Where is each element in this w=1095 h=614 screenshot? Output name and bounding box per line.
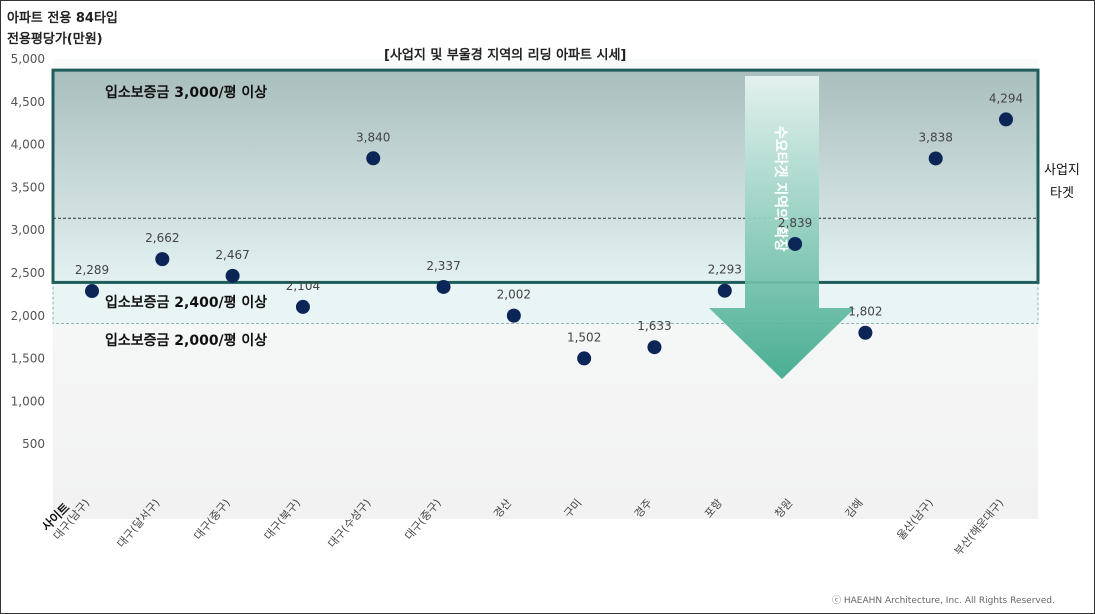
data-label: 1,502 bbox=[567, 330, 601, 344]
data-label: 2,839 bbox=[778, 216, 812, 230]
data-point bbox=[788, 236, 803, 251]
data-label: 2,337 bbox=[426, 259, 460, 273]
y-tick-label: 2,500 bbox=[11, 266, 45, 280]
data-point bbox=[999, 112, 1013, 127]
data-label: 1,633 bbox=[637, 319, 671, 333]
data-point bbox=[366, 151, 381, 166]
data-point bbox=[647, 340, 662, 355]
y-tick-label: 2,000 bbox=[11, 309, 45, 323]
data-point bbox=[717, 283, 732, 298]
data-point bbox=[928, 151, 943, 166]
data-point bbox=[858, 325, 873, 340]
data-point bbox=[295, 299, 310, 314]
copyright-notice: ⓒ HAEAHN Architecture, Inc. All Rights R… bbox=[832, 596, 1055, 606]
band-3000-label: 입소보증금 3,000/평 이상 bbox=[105, 84, 267, 101]
axis-gutter bbox=[1, 487, 53, 579]
y-tick-label: 3,000 bbox=[11, 223, 45, 237]
y-axis-title-line2: 전용평당가(만원) bbox=[7, 32, 103, 47]
y-axis-title-line1: 아파트 전용 84타입 bbox=[7, 11, 118, 26]
data-label: 2,002 bbox=[497, 288, 531, 302]
demand-expansion-arrow bbox=[709, 76, 855, 379]
y-tick-label: 500 bbox=[22, 437, 45, 451]
y-tick-label: 4,000 bbox=[11, 138, 45, 152]
data-label: 2,662 bbox=[145, 231, 179, 245]
data-label: 2,104 bbox=[286, 279, 320, 293]
data-point bbox=[577, 351, 592, 366]
y-tick-label: 5,000 bbox=[11, 52, 45, 66]
data-point bbox=[85, 284, 99, 299]
data-point bbox=[436, 279, 451, 294]
data-label: 1,802 bbox=[848, 305, 882, 319]
data-label: 4,294 bbox=[989, 91, 1023, 105]
y-tick-label: 1,500 bbox=[11, 352, 45, 366]
target-label-line1: 사업지 bbox=[1044, 163, 1080, 178]
data-point bbox=[225, 268, 240, 283]
band-2400-label: 입소보증금 2,400/평 이상 bbox=[105, 294, 267, 311]
band-3000-rect bbox=[51, 68, 1040, 284]
data-label: 3,838 bbox=[919, 130, 953, 144]
arrow-label: 수요타겟 지역의 확장 bbox=[772, 126, 789, 252]
y-tick-label: 4,500 bbox=[11, 95, 45, 109]
y-tick-label: 1,000 bbox=[11, 394, 45, 408]
data-label: 2,467 bbox=[215, 248, 249, 262]
target-label-line2: 타겟 bbox=[1050, 186, 1074, 201]
band-2000-rect bbox=[52, 281, 1039, 325]
data-point bbox=[155, 252, 170, 267]
y-tick-label: 3,500 bbox=[11, 180, 45, 194]
data-label: 2,293 bbox=[708, 263, 742, 277]
data-label: 3,840 bbox=[356, 130, 390, 144]
band-2000-label: 입소보증금 2,000/평 이상 bbox=[105, 332, 267, 349]
chart-title: [사업지 및 부울경 지역의 리딩 아파트 시세] bbox=[384, 48, 627, 63]
data-label: 2,289 bbox=[75, 263, 109, 277]
data-point bbox=[506, 308, 521, 323]
